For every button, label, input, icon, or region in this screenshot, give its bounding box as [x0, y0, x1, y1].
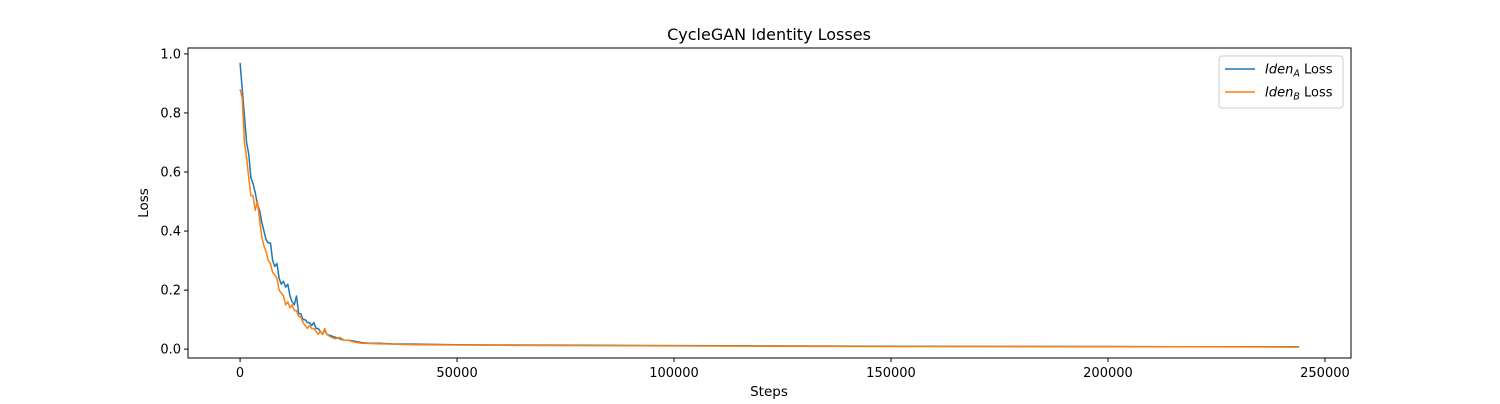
plot-frame: [187, 47, 1352, 359]
y-tick-label: 0.4: [160, 225, 181, 240]
y-tick-label: 1.0: [160, 47, 181, 62]
x-axis: 0 50000 100000 150000 200000 250000: [236, 358, 1350, 381]
x-tick-label: 150000: [866, 366, 916, 381]
series-layer: [239, 62, 1299, 348]
x-tick-label: 100000: [649, 366, 699, 381]
y-axis: 0.0 0.2 0.4 0.6 0.8 1.0: [160, 47, 188, 358]
y-tick-label: 0.2: [160, 284, 181, 299]
y-tick-label: 0.6: [160, 166, 181, 181]
x-tick-label: 0: [236, 366, 244, 381]
x-tick-label: 200000: [1083, 366, 1133, 381]
y-axis-title: Loss: [136, 188, 152, 218]
x-axis-title: Steps: [750, 384, 788, 400]
legend: IdenA Loss IdenB Loss: [1218, 55, 1344, 109]
y-tick-label: 0.0: [160, 343, 181, 358]
legend-label: IdenA Loss: [1265, 63, 1333, 80]
x-tick-label: 250000: [1300, 366, 1350, 381]
legend-label: IdenB Loss: [1265, 86, 1333, 103]
chart-title: CycleGAN Identity Losses: [667, 25, 871, 44]
series-line-idenb-loss: [239, 89, 1299, 348]
x-tick-label: 50000: [436, 366, 477, 381]
y-tick-label: 0.8: [160, 106, 181, 121]
